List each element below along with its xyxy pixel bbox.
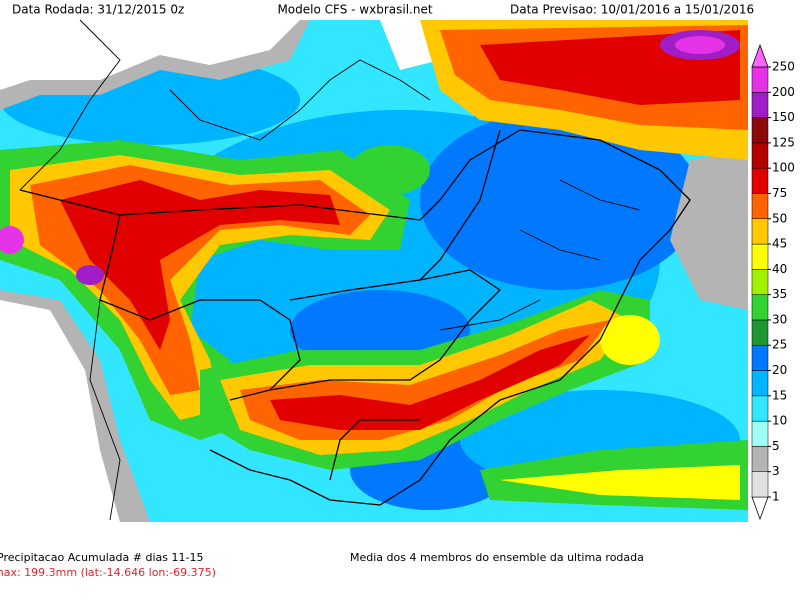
colorbar-label: 45 bbox=[772, 237, 787, 251]
forecast-date: Data Previsao: 10/01/2016 a 15/01/2016 bbox=[510, 3, 754, 17]
footer-max: max: 199.3mm (lat:-14.646 lon:-69.375) bbox=[0, 566, 216, 579]
colorbar-swatch bbox=[751, 420, 769, 447]
colorbar-label: 250 bbox=[772, 60, 795, 74]
colorbar-swatch bbox=[751, 370, 769, 397]
colorbar-label: 10 bbox=[772, 414, 787, 428]
colorbar-swatch bbox=[751, 142, 769, 169]
colorbar-label: 15 bbox=[772, 388, 787, 402]
colorbar-swatch bbox=[751, 117, 769, 144]
colorbar-swatch bbox=[751, 92, 769, 118]
colorbar-triangle bbox=[751, 496, 769, 521]
precip-field bbox=[0, 20, 748, 522]
colorbar-label: 200 bbox=[772, 85, 795, 99]
colorbar-label: 40 bbox=[772, 262, 787, 276]
colorbar-swatch bbox=[751, 167, 769, 194]
colorbar-swatch bbox=[751, 344, 769, 371]
colorbar-swatch bbox=[751, 446, 769, 472]
colorbar-label: 5 bbox=[772, 439, 780, 453]
colorbar-label: 50 bbox=[772, 211, 787, 225]
footer-ensemble: Media dos 4 membros do ensemble da ultim… bbox=[350, 551, 644, 564]
colorbar-label: 150 bbox=[772, 110, 795, 124]
colorbar-label: 20 bbox=[772, 363, 787, 377]
colorbar-swatch bbox=[751, 193, 769, 220]
footer-description: Precipitacao Acumulada # dias 11-15 bbox=[0, 551, 203, 564]
colorbar-label: 30 bbox=[772, 312, 787, 326]
colorbar-label: 3 bbox=[772, 464, 780, 478]
colorbar-label: 100 bbox=[772, 161, 795, 175]
colorbar-label: 25 bbox=[772, 338, 787, 352]
colorbar-swatch bbox=[751, 218, 769, 245]
model-title: Modelo CFS - wxbrasil.net bbox=[277, 3, 432, 17]
run-date: Data Rodada: 31/12/2015 0z bbox=[12, 3, 184, 17]
colorbar-swatch bbox=[751, 319, 769, 346]
colorbar-label: 1 bbox=[772, 490, 780, 504]
colorbar-label: 35 bbox=[772, 287, 787, 301]
colorbar-swatch bbox=[751, 471, 769, 498]
colorbar-triangle bbox=[751, 43, 769, 68]
colorbar-swatch bbox=[751, 395, 769, 422]
colorbar-swatch bbox=[751, 66, 769, 93]
colorbar-label: 75 bbox=[772, 186, 787, 200]
colorbar-swatch bbox=[751, 294, 769, 321]
colorbar-label: 125 bbox=[772, 135, 795, 149]
colorbar-swatch bbox=[751, 243, 769, 270]
borders bbox=[19, 19, 691, 521]
colorbar-swatch bbox=[751, 269, 769, 295]
